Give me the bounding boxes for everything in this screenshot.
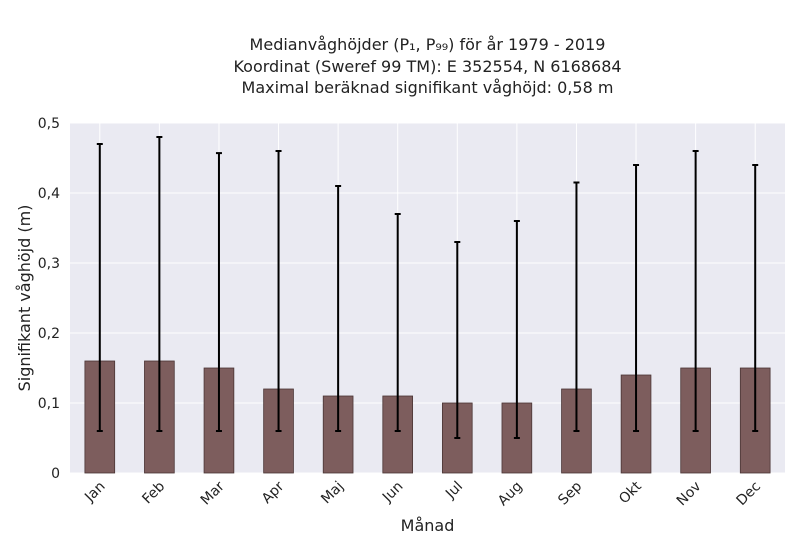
x-tick-label: Aug: [495, 479, 526, 510]
chart-title-line-2: Koordinat (Sweref 99 TM): E 352554, N 61…: [233, 57, 622, 76]
x-tick-label: Jan: [81, 479, 108, 506]
x-tick-label: Maj: [318, 479, 347, 508]
x-axis-label: Månad: [401, 516, 455, 535]
y-tick-label: 0,3: [38, 256, 60, 272]
x-tick-labels: Jan Feb Mar Apr Maj Jun Jul Aug Sep Okt Nov Dec: [81, 478, 764, 509]
x-tick-label: Okt: [616, 478, 645, 507]
chart-title-line-3: Maximal beräknad signifikant våghöjd: 0,…: [241, 78, 614, 97]
plot-area: [70, 123, 785, 473]
bar: [322, 395, 354, 474]
x-tick-label: Sep: [555, 478, 585, 508]
y-axis-label: Signifikant våghöjd (m): [15, 205, 34, 392]
x-tick-label: Dec: [734, 479, 764, 509]
y-tick-label: 0,1: [38, 396, 60, 412]
error-bars: [96, 136, 759, 439]
chart-title-line-1: Medianvåghöjder (P₁, P₉₉) för år 1979 - …: [249, 35, 606, 54]
y-tick-label: 0,2: [38, 326, 60, 342]
x-tick-label: Mar: [198, 478, 228, 508]
y-tick-label: 0,5: [38, 116, 60, 132]
x-tick-label: Jun: [379, 479, 406, 506]
y-tick-labels: 0 0,1 0,2 0,3 0,4 0,5: [38, 116, 60, 482]
x-tick-label: Apr: [259, 478, 288, 507]
y-tick-label: 0,4: [38, 186, 60, 202]
x-tick-label: Feb: [139, 478, 168, 507]
y-tick-label: 0: [51, 466, 60, 482]
x-tick-label: Nov: [674, 479, 705, 510]
x-tick-label: Jul: [442, 479, 466, 503]
